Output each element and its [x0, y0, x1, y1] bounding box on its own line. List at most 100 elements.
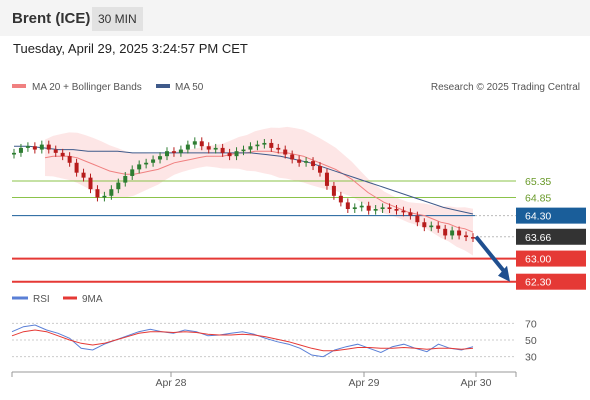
candle-body — [464, 235, 469, 238]
candle-body — [269, 142, 274, 148]
legend-label-rsi: RSI — [33, 294, 50, 305]
level-tag-64.30 — [516, 207, 586, 224]
rsi-ma-line — [11, 329, 474, 352]
level-label-64.30: 64.30 — [525, 211, 551, 223]
forecast-arrow-head — [498, 265, 510, 282]
candle-body — [324, 172, 329, 186]
rsi-tick-50: 50 — [525, 335, 537, 347]
candle-body — [394, 209, 399, 211]
candle-body — [283, 149, 288, 155]
candle-body — [39, 144, 44, 150]
candle-body — [102, 195, 107, 198]
level-label-64.85: 64.85 — [525, 192, 551, 204]
timestamp: Tuesday, April 29, 2025 3:24:57 PM CET — [13, 41, 248, 56]
forecast-arrow-shaft — [474, 235, 508, 275]
candle-body — [345, 202, 350, 210]
ma20-line — [44, 150, 474, 233]
candle-body — [401, 210, 406, 213]
candle-body — [12, 152, 16, 155]
bollinger-band — [45, 126, 473, 256]
x-tick-label: Apr 28 — [156, 377, 187, 389]
candle-body — [248, 146, 253, 150]
legend-label-ma50: MA 50 — [175, 82, 204, 93]
candle-body — [25, 146, 30, 148]
candle-body — [290, 154, 295, 160]
candle-body — [60, 152, 65, 157]
candle-body — [318, 166, 322, 173]
rsi-tick-30: 30 — [525, 352, 537, 364]
level-label-63.66: 63.66 — [525, 232, 551, 244]
candle-body — [359, 205, 364, 208]
candle-body — [53, 149, 58, 153]
candle-body — [81, 172, 86, 178]
candle-body — [123, 175, 128, 183]
candle-body — [415, 215, 420, 223]
candle-body — [331, 185, 336, 196]
candle-body — [151, 159, 156, 163]
level-tag-62.30 — [516, 273, 586, 290]
forecast-arrow-layer — [474, 235, 510, 282]
candle-body — [144, 162, 149, 165]
candle-body — [366, 205, 371, 211]
candle-body — [220, 147, 225, 153]
instrument-title: Brent (ICE) — [12, 10, 91, 27]
candle-body — [234, 151, 239, 157]
candle-body — [429, 225, 434, 228]
candle-body — [158, 156, 163, 160]
candle-body — [304, 161, 309, 163]
candle-body — [185, 144, 190, 150]
candle-body — [206, 146, 211, 150]
candle-body — [116, 182, 121, 190]
rsi-layer: 70 50 30 — [11, 318, 537, 364]
rsi-tick-70: 70 — [525, 318, 537, 330]
legend-swatch-bollinger — [12, 84, 26, 88]
candle-body — [67, 156, 72, 163]
interval-selector[interactable]: 30 MIN — [92, 7, 143, 31]
level-label-65.35: 65.35 — [525, 176, 551, 188]
legend-label-bollinger: MA 20 + Bollinger Bands — [32, 82, 142, 93]
legend-label-rsi-ma: 9MA — [82, 294, 103, 305]
level-tag-63.00 — [516, 250, 586, 267]
bollinger-band-layer — [45, 126, 473, 256]
candle-body — [46, 144, 51, 150]
candle-body — [199, 141, 204, 147]
candle-body — [171, 151, 176, 153]
candle-body — [227, 152, 232, 157]
candle-body — [165, 151, 169, 157]
copyright-text: Research © 2025 Trading Central — [431, 82, 580, 93]
candle-body — [450, 230, 455, 236]
candle-body — [130, 169, 135, 176]
candle-body — [95, 189, 100, 198]
candle-body — [297, 159, 302, 163]
candle-body — [255, 144, 260, 147]
candle-body — [137, 164, 142, 170]
rsi-line — [11, 324, 474, 358]
candle-body — [192, 141, 197, 145]
level-label-63.00: 63.00 — [525, 254, 551, 266]
x-axis: Apr 28 Apr 29 Apr 30 — [11, 372, 517, 389]
candle-body — [380, 207, 385, 210]
candle-body — [457, 230, 462, 236]
candle-body — [262, 142, 267, 145]
x-tick-label: Apr 30 — [461, 377, 492, 389]
level-tag-63.66 — [516, 228, 586, 245]
candle-body — [338, 195, 343, 203]
candle-body — [109, 189, 114, 196]
legend-swatch-ma50 — [156, 84, 170, 88]
candle-body — [422, 222, 427, 228]
candle-body — [311, 161, 316, 167]
candle-body — [443, 228, 448, 236]
candle-body — [32, 146, 37, 150]
x-tick-label: Apr 29 — [349, 377, 380, 389]
candle-body — [18, 147, 23, 153]
candles-layer — [12, 137, 475, 243]
candle-body — [471, 237, 475, 239]
candle-body — [178, 149, 183, 153]
candle-body — [436, 225, 441, 229]
price-labels-layer: 65.35 64.85 64.30 63.66 63.00 62.30 — [516, 176, 586, 290]
candle-body — [352, 207, 357, 210]
level-label-62.30: 62.30 — [525, 277, 551, 289]
candle-body — [241, 149, 246, 152]
